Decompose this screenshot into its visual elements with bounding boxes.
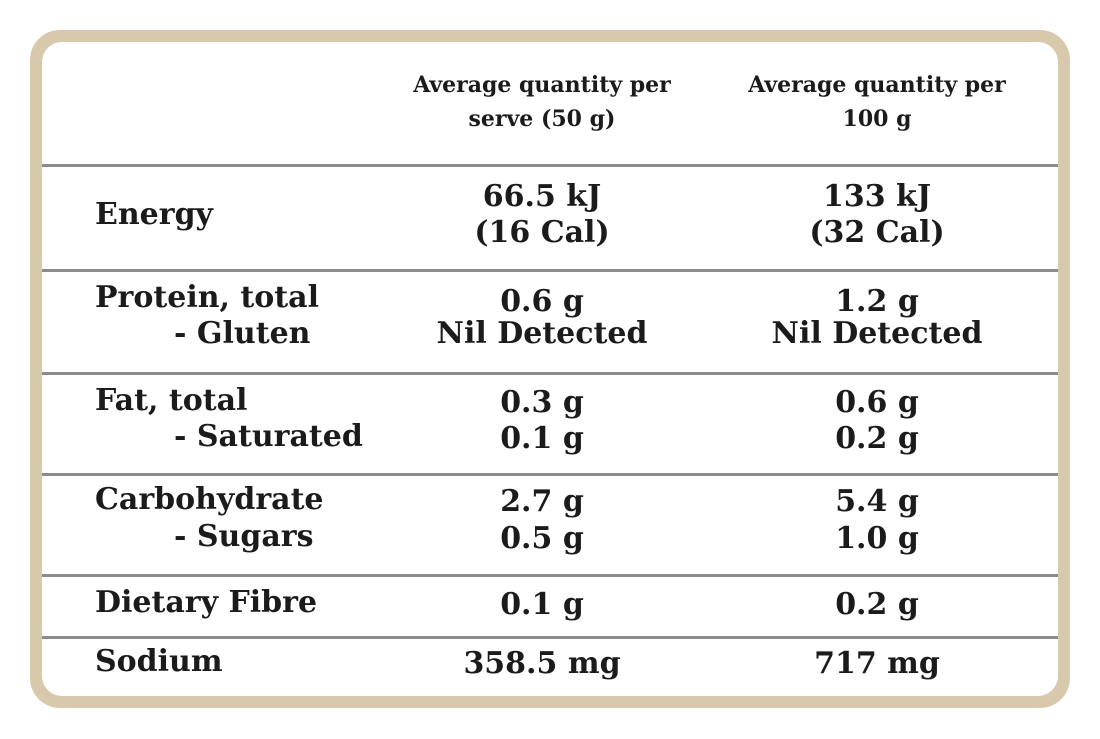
divider	[42, 473, 1058, 476]
sugars-100g: 1.0 g	[835, 521, 919, 556]
energy-100g: 133 kJ (32 Cal)	[732, 182, 1022, 248]
energy-serve: 66.5 kJ (16 Cal)	[402, 182, 682, 248]
header-100g: Average quantity per 100 g	[732, 68, 1022, 136]
row-label-protein: Protein, total	[95, 280, 319, 315]
sodium-100g: 717 mg	[814, 646, 940, 681]
row-sublabel-saturated: - Saturated	[174, 419, 363, 454]
sodium-serve: 358.5 mg	[463, 646, 621, 681]
gluten-serve: Nil Detected	[436, 316, 648, 351]
fat-serve: 0.3 g	[500, 385, 584, 420]
carbohydrate-100g: 5.4 g	[835, 484, 919, 519]
divider	[42, 269, 1058, 272]
divider	[42, 164, 1058, 167]
row-label-fat: Fat, total	[95, 383, 248, 418]
divider	[42, 372, 1058, 375]
row-label-carbohydrate: Carbohydrate	[95, 482, 324, 517]
divider	[42, 636, 1058, 639]
row-label-energy: Energy	[95, 197, 213, 232]
carbohydrate-serve: 2.7 g	[500, 484, 584, 519]
nutrition-panel-frame: Average quantity per serve (50 g) Averag…	[30, 30, 1070, 708]
header-serve: Average quantity per serve (50 g)	[402, 68, 682, 136]
header-serve-line1: Average quantity per	[413, 72, 671, 98]
fibre-100g: 0.2 g	[835, 587, 919, 622]
nutrition-table: Average quantity per serve (50 g) Averag…	[42, 42, 1058, 696]
saturated-100g: 0.2 g	[835, 421, 919, 456]
fat-100g: 0.6 g	[835, 385, 919, 420]
gluten-100g: Nil Detected	[771, 316, 983, 351]
energy-100g-cal: (32 Cal)	[809, 215, 945, 250]
fibre-serve: 0.1 g	[500, 587, 584, 622]
row-sublabel-gluten: - Gluten	[174, 316, 311, 351]
protein-100g: 1.2 g	[835, 284, 919, 319]
energy-serve-cal: (16 Cal)	[474, 215, 610, 250]
sugars-serve: 0.5 g	[500, 521, 584, 556]
row-sublabel-sugars: - Sugars	[174, 519, 314, 554]
row-label-sodium: Sodium	[95, 644, 223, 679]
header-serve-line2: serve (50 g)	[468, 106, 616, 132]
divider	[42, 574, 1058, 577]
header-100g-line2: 100 g	[842, 106, 912, 132]
energy-serve-kj: 66.5 kJ	[482, 179, 602, 214]
header-100g-line1: Average quantity per	[748, 72, 1006, 98]
saturated-serve: 0.1 g	[500, 421, 584, 456]
row-label-dietary-fibre: Dietary Fibre	[95, 585, 318, 620]
energy-100g-kj: 133 kJ	[822, 179, 932, 214]
protein-serve: 0.6 g	[500, 284, 584, 319]
